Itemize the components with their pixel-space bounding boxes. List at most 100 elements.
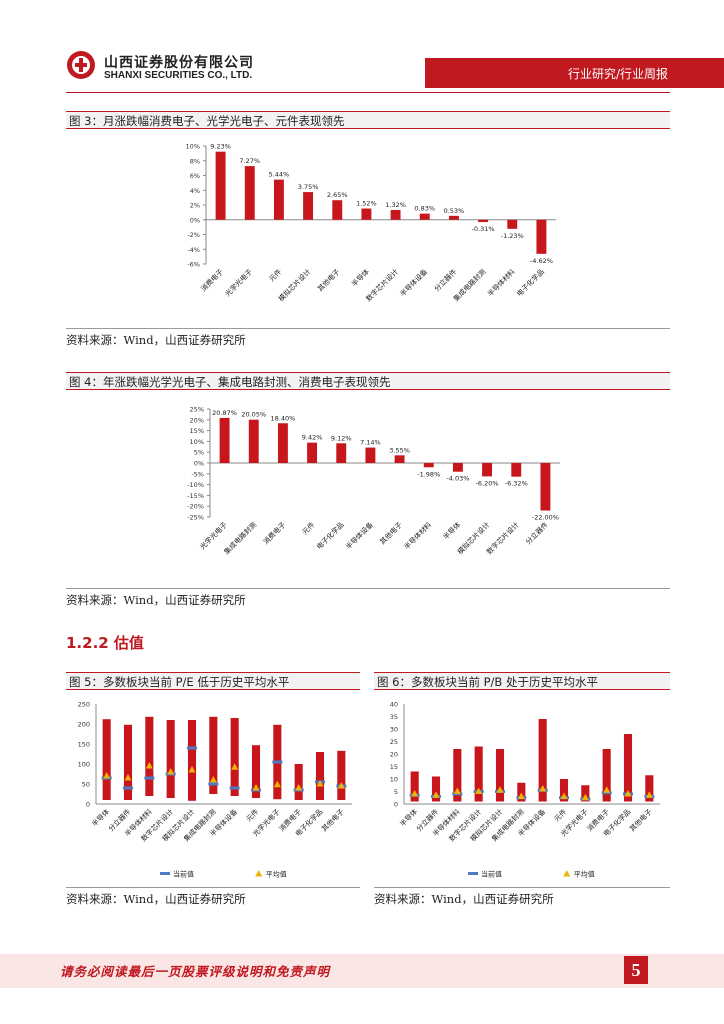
bar [336,443,347,463]
range-bar [495,749,505,802]
bar [248,419,259,463]
y-tick-label: 8% [190,157,200,165]
data-label: -1.98% [417,470,440,478]
range-bar [294,764,303,800]
y-tick-label: 40 [390,701,398,709]
report-category: 行业研究/行业周报 [567,67,668,81]
figure-source: 资料来源：Wind，山西证券研究所 [66,892,246,906]
figure-source: 资料来源：Wind，山西证券研究所 [374,892,554,906]
figure-caption: 图 3：月涨跌幅消费电子、光学光电子、元件表现领先 [66,111,670,129]
bar [244,166,255,220]
y-tick-label: 25% [190,406,204,414]
average-marker [188,766,196,773]
bar [332,200,343,220]
bar [511,463,522,477]
y-tick-label: 2% [190,202,200,210]
figure-source: 资料来源：Wind，山西证券研究所 [66,333,246,347]
x-tick-label: 光学光电子 [198,520,229,551]
bar [273,179,284,220]
legend-average-swatch [255,870,263,877]
x-tick-label: 分立器件 [432,267,458,293]
company-name-en: SHANXI SECURITIES CO., LTD. [104,70,253,81]
range-bar [410,771,419,802]
pe-valuation-chart: 250200150100500半导体分立器件半导体材料数字芯片设计模拟芯片设计集… [78,701,352,879]
range-bar [337,750,346,800]
y-tick-label: -4% [187,246,200,254]
bar [365,447,376,463]
source-divider [66,588,670,589]
bar [536,219,547,254]
x-tick-label: 元件 [244,807,260,823]
range-bar [431,776,441,802]
average-marker [231,763,239,770]
y-tick-label: -5% [191,470,204,478]
average-marker [145,762,153,769]
y-tick-label: -6% [187,261,200,269]
average-marker [273,780,281,788]
x-tick-label: 半导体设备 [398,267,429,298]
y-tick-label: 4% [190,187,200,195]
y-tick-label: 15% [190,427,204,435]
y-tick-label: -2% [187,231,200,239]
data-label: 18.40% [271,414,296,422]
average-marker [496,786,504,793]
data-label: 7.27% [239,157,260,165]
data-label: 3.75% [298,183,319,191]
y-tick-label: 0 [86,801,90,809]
x-tick-label: 消费电子 [261,520,287,546]
range-bar [251,745,261,798]
range-bar [602,749,611,802]
header-divider [66,92,670,93]
x-tick-label: 分立器件 [524,520,550,546]
range-bar [517,782,526,802]
bar [215,151,226,220]
y-tick-label: 25 [390,738,398,746]
pb-valuation-chart: 4035302520151050半导体分立器件半导体材料数字芯片设计模拟芯片设计… [390,701,660,879]
range-bar [145,716,154,796]
average-marker [475,787,483,794]
y-tick-label: 5 [394,788,398,796]
x-tick-label: 半导体 [350,267,371,288]
data-label: 9.23% [210,143,231,151]
x-tick-label: 半导体材料 [486,267,517,298]
x-tick-label: 元件 [267,267,283,283]
y-tick-label: 15 [390,763,398,771]
legend-current-label: 当前值 [481,870,502,879]
data-label: 7.14% [360,439,381,447]
range-bar [166,720,175,798]
average-marker [295,784,303,791]
y-tick-label: 0% [190,216,200,224]
bar [361,208,372,220]
data-label: 9.12% [331,434,352,442]
data-label: 3.55% [389,446,410,454]
y-tick-label: -25% [187,514,204,522]
average-marker [432,791,440,798]
data-label: 2.65% [327,191,348,199]
average-marker [517,792,525,799]
bar [303,192,314,220]
current-marker [208,782,219,786]
x-tick-label: 其他电子 [378,520,404,546]
footer-disclaimer[interactable]: 请务必阅读最后一页股票评级说明和免责声明 [60,964,331,979]
y-tick-label: 6% [190,172,200,180]
footer-bar [0,954,724,988]
range-bar [538,719,547,802]
bar [448,215,459,220]
current-marker [187,746,197,750]
company-logo-icon [67,51,95,79]
bar [452,463,463,472]
y-tick-label: -20% [187,503,204,511]
x-tick-label: 电子化学品 [515,267,546,298]
bar [423,463,434,468]
range-bar [102,719,111,800]
range-bar [230,718,239,796]
y-tick-label: 0 [394,801,398,809]
y-tick-label: 20% [190,416,204,424]
range-bar [559,779,569,802]
x-tick-label: 电子化学品 [315,520,346,551]
figure-source: 资料来源：Wind，山西证券研究所 [66,593,246,607]
average-marker [624,790,632,797]
source-divider [66,328,670,329]
range-bar [623,734,633,802]
company-name-cn: 山西证券股份有限公司 [104,55,254,71]
